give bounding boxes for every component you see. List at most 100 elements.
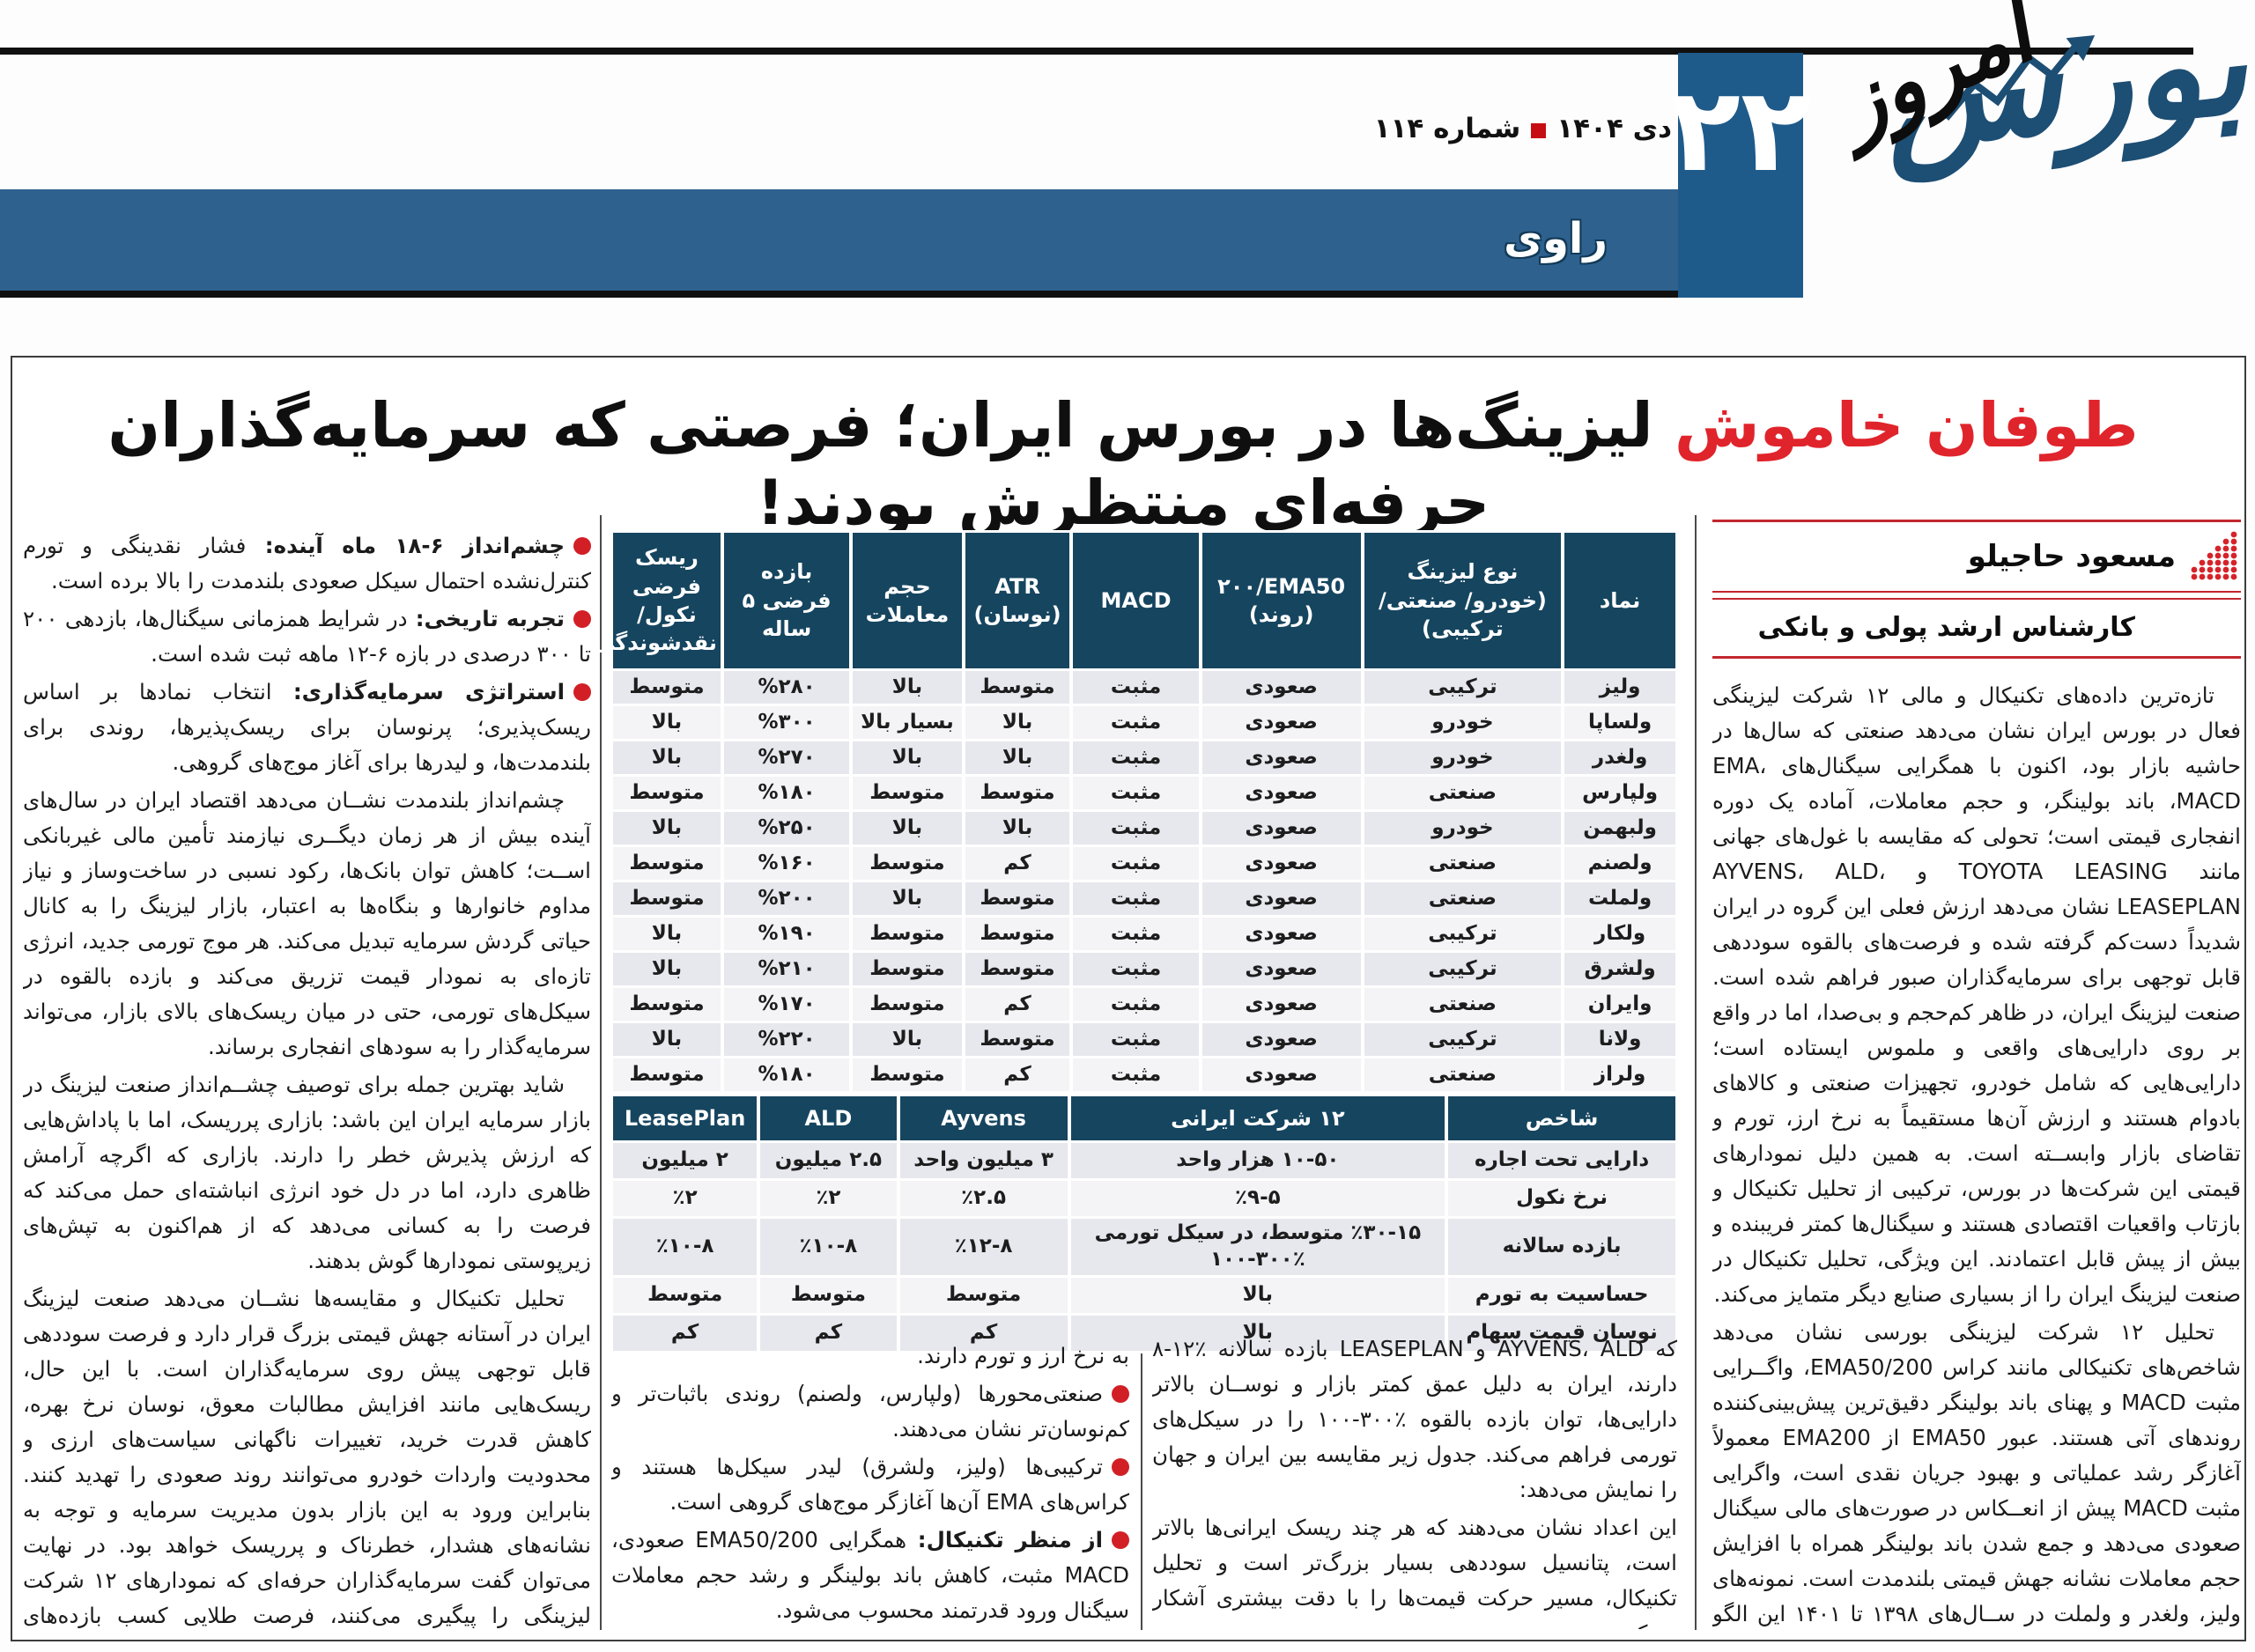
table-cell: %۲۷۰ xyxy=(723,741,850,774)
column-header: شاخص xyxy=(1448,1096,1675,1140)
newspaper-logo: بورس امروز xyxy=(1808,0,2255,208)
table-cell: متوسط xyxy=(613,777,721,809)
table-cell: ولبهمن xyxy=(1564,812,1675,844)
table-cell: %۲۰۰ xyxy=(723,882,850,915)
author-rule-double xyxy=(1712,591,2241,600)
table-cell: ۲ میلیون xyxy=(613,1143,758,1178)
table-cell: نرخ نکول xyxy=(1448,1181,1675,1216)
bullet-lead: تجربه تاریخی: xyxy=(407,606,565,631)
column-header: بازده فرضی ۵ ساله xyxy=(723,533,850,668)
table-cell: خودرو xyxy=(1364,812,1562,844)
table-cell: صعودی xyxy=(1201,671,1361,704)
table-cell: بالا xyxy=(965,812,1070,844)
table-cell: خودرو xyxy=(1364,741,1562,774)
table-cell: متوسط xyxy=(965,1023,1070,1056)
table-cell: صعودی xyxy=(1201,847,1361,880)
table-cell: صعودی xyxy=(1201,706,1361,739)
table-cell: متوسط xyxy=(853,918,962,950)
table-cell: مثبت xyxy=(1073,953,1199,985)
table-row: ولکار ترکیبی صعودی مثبت متوسط متوسط %۱۹۰ بالا xyxy=(613,918,1675,950)
table-row: بازده سالانه ٪۳۰-۱۵ متوسط، در سیکل تورمی … xyxy=(613,1219,1675,1275)
table-cell: متوسط xyxy=(613,988,721,1021)
table-cell: بالا xyxy=(853,882,962,915)
page-number-box: ۲۲ xyxy=(1669,53,1812,298)
table-cell: متوسط xyxy=(613,847,721,880)
table-cell: بالا xyxy=(853,671,962,704)
author-block: مسعود حاجیلو کارشناس ارشد پولی و بانکی xyxy=(1712,520,2241,659)
table-row: ولغدر خودرو صعودی مثبت بالا بالا %۲۷۰ بالا xyxy=(613,741,1675,774)
table-cell: %۱۸۰ xyxy=(723,777,850,809)
bullet-item: چشم‌انداز ۶-۱۸ ماه آینده: فشار نقدینگی و… xyxy=(23,533,591,594)
table-row: حساسیت به تورم بالا متوسط متوسط متوسط xyxy=(613,1277,1675,1313)
bullet-icon xyxy=(573,683,591,701)
table-cell: ولصنم xyxy=(1564,847,1675,880)
bullet-item: از منظر تکنیکال: همگرایی EMA50/200 صعودی… xyxy=(611,1527,1129,1623)
column-header: ATR (نوسان) xyxy=(965,533,1070,668)
table-cell: کم xyxy=(760,1315,897,1351)
issue-date: دی ۱۴۰۴ xyxy=(1556,113,1672,144)
table-cell: مثبت xyxy=(1073,847,1199,880)
bullet-lead: چشم‌انداز ۶-۱۸ ماه آینده: xyxy=(246,533,565,558)
table-cell: متوسط xyxy=(613,1058,721,1091)
bullet-icon xyxy=(573,537,591,555)
table-cell: مثبت xyxy=(1073,988,1199,1021)
table-cell: ٪۹-۵ xyxy=(1070,1181,1445,1216)
table-cell: بالا xyxy=(613,741,721,774)
section-title: راوی xyxy=(1504,214,1608,263)
table-cell: ولانا xyxy=(1564,1023,1675,1056)
author-rule-bottom xyxy=(1712,656,2241,659)
bullet-icon xyxy=(1112,1531,1129,1549)
table-row: ولملت صنعتی صعودی مثبت متوسط بالا %۲۰۰ متوسط xyxy=(613,882,1675,915)
table-cell: ٪۳۰-۱۵ متوسط، در سیکل تورمی ٪۳۰۰-۱۰۰ xyxy=(1070,1219,1445,1275)
table-cell: متوسط xyxy=(899,1277,1068,1313)
table-cell: ٪۲ xyxy=(613,1181,758,1216)
table-cell: ترکیبی xyxy=(1364,671,1562,704)
table-row: ولپارس صنعتی صعودی مثبت متوسط متوسط %۱۸۰ متوسط xyxy=(613,777,1675,809)
table-cell: مثبت xyxy=(1073,1023,1199,1056)
bullet-icon xyxy=(1112,1385,1129,1403)
table-cell: بالا xyxy=(853,1023,962,1056)
issue-dateline: دی ۱۴۰۴ شماره ۱۱۴ xyxy=(1374,113,1672,144)
page-number: ۲۲ xyxy=(1669,63,1812,198)
table-header-row: شاخص ۱۲ شرکت ایرانی Ayvens ALD LeasePlan xyxy=(613,1096,1675,1140)
table-cell: %۲۱۰ xyxy=(723,953,850,985)
table-cell: بالا xyxy=(613,1023,721,1056)
table-cell: بالا xyxy=(965,741,1070,774)
table-cell: ۱۰-۵۰ هزار واحد xyxy=(1070,1143,1445,1178)
table-cell: صعودی xyxy=(1201,1023,1361,1056)
table-cell: متوسط xyxy=(613,1277,758,1313)
issue-number: شماره ۱۱۴ xyxy=(1373,113,1521,144)
table-cell: نوسان قیمت سهام xyxy=(1448,1315,1675,1351)
table-cell: متوسط xyxy=(853,988,962,1021)
headline-rest: لیزینگ‌ها در بورس ایران؛ فرصتی که سرمایه… xyxy=(107,389,1653,539)
table-cell: کم xyxy=(965,847,1070,880)
iran-vs-world-table: شاخص ۱۲ شرکت ایرانی Ayvens ALD LeasePlan دارا… xyxy=(610,1094,1679,1353)
table-cell: مثبت xyxy=(1073,1058,1199,1091)
table-cell: صعودی xyxy=(1201,741,1361,774)
table-cell: ترکیبی xyxy=(1364,953,1562,985)
table-cell: متوسط xyxy=(853,847,962,880)
paragraph: شاید بهترین جمله برای توصیف چشــم‌انداز … xyxy=(23,1072,591,1273)
table-cell: ۲.۵ میلیون xyxy=(760,1143,897,1178)
column-divider-right xyxy=(1695,515,1697,1630)
table-cell: متوسط xyxy=(965,918,1070,950)
table-cell: ترکیبی xyxy=(1364,1023,1562,1056)
paragraph: تحلیل تکنیکال و مقایسه‌ها نشــان می‌دهد … xyxy=(23,1286,591,1628)
growth-dots-icon xyxy=(2191,531,2237,580)
bullet-item: صنعتی‌محورها (ولپارس، ولصنم) روندی باثبا… xyxy=(611,1381,1129,1442)
column-header: نوع لیزینگ (خودرو/ صنعتی/ترکیبی) xyxy=(1364,533,1562,668)
table-cell: حساسیت به تورم xyxy=(1448,1277,1675,1313)
paragraph: چشم‌انداز بلندمدت نشــان می‌دهد اقتصاد ا… xyxy=(23,787,591,1059)
bullet-lead: استراتژی سرمایه‌گذاری: xyxy=(271,679,566,704)
table-row: دارایی تحت اجاره ۱۰-۵۰ هزار واحد ۳ میلیون … xyxy=(613,1143,1675,1178)
table-row: ولبهمن خودرو صعودی مثبت بالا بالا %۲۵۰ بالا xyxy=(613,812,1675,844)
column-header: LeasePlan xyxy=(613,1096,758,1140)
section-bar-rule xyxy=(0,291,1803,298)
table-cell: کم xyxy=(899,1315,1068,1351)
table-cell: %۳۰۰ xyxy=(723,706,850,739)
table-row: ولیز ترکیبی صعودی مثبت متوسط بالا %۲۸۰ متوسط xyxy=(613,671,1675,704)
column-divider-left xyxy=(600,515,602,1630)
bullet-icon xyxy=(573,610,591,628)
headline: طوفان خاموش لیزینگ‌ها در بورس ایران؛ فرص… xyxy=(53,387,2193,542)
table-cell: ٪۱۰-۸ xyxy=(760,1219,897,1275)
